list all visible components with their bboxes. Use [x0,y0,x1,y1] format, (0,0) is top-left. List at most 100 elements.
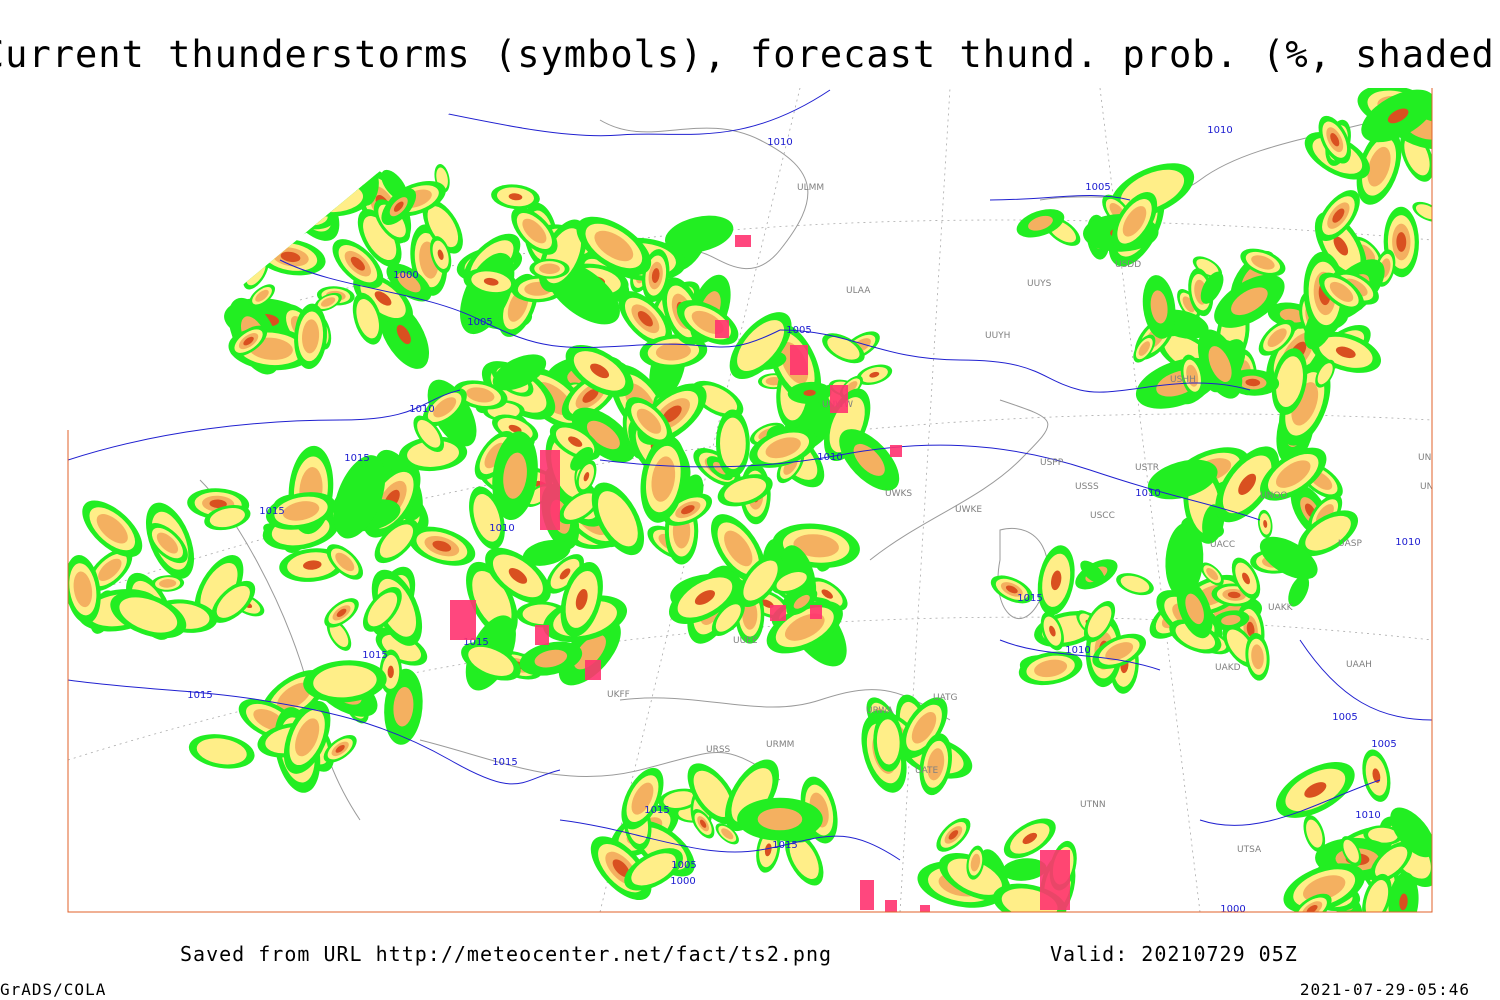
shade-blob [1288,575,1310,607]
shade-blob [1196,258,1219,276]
shade-blob [1251,255,1275,270]
shade-blob [1147,459,1218,500]
shade-blob [1263,519,1268,528]
shade-blob [1034,659,1068,678]
shade-blob [277,682,312,711]
shade-blob [1245,378,1261,387]
shade-blob [156,532,179,554]
isobar-label: 1005 [1371,739,1396,750]
shade-blob [243,336,254,346]
shade-blob [803,389,816,396]
shade-blob [417,419,441,448]
shade-blob [1304,782,1327,798]
shade-blob [573,634,606,670]
shade-blob [970,853,981,872]
shade-blob [427,206,459,248]
shade-blob [1165,522,1204,598]
shade-blob [1051,570,1062,591]
storm-symbol [920,905,930,912]
station-label: UTNN [1080,800,1106,810]
shade-blob [1185,593,1204,625]
shade-blob [631,853,676,886]
storm-symbol [540,450,560,530]
shade-blob [96,514,128,544]
storm-symbol [885,900,897,912]
station-label: URMM [766,740,794,750]
shade-blob [694,590,716,605]
shade-blob [713,461,727,475]
shade-blob [651,268,660,283]
storm-symbol [790,345,808,375]
isobar-label: 1010 [409,404,434,415]
shade-blob [255,289,269,302]
shade-blob [1221,615,1241,626]
shade-blob [356,299,379,339]
shade-blob [320,297,336,307]
isobar-label: 1015 [187,690,212,701]
isobar-label: 1005 [786,325,811,336]
shade-blob [612,859,630,878]
shade-blob [586,420,620,450]
shade-blob [869,371,880,378]
software: GrADS/COLA [0,980,106,999]
shade-blob [313,665,377,698]
shade-blob [303,560,322,570]
shade-blob [407,440,459,467]
shade-blob [466,387,495,403]
shade-blob [1305,515,1351,551]
shade-blob [295,718,320,757]
shade-blob [1343,839,1359,863]
shade-blob [590,363,610,379]
shade-blob [335,744,345,753]
shade-blob [764,843,772,857]
shade-blob [789,837,819,880]
isobar-label: 1000 [393,270,418,281]
shade-blob [1246,621,1255,637]
shade-blob [731,768,773,823]
shade-blob [1120,575,1150,593]
shade-blob [563,493,597,520]
shade-blob [1276,356,1303,408]
isobar-label: 1010 [1355,810,1380,821]
shade-blob [1303,875,1346,902]
station-label: USCC [1090,511,1115,521]
shade-blob [209,508,245,528]
shade-blob [1365,880,1389,912]
station-labels: ULMMULAAUUYHUUYSUSDDUSHHUUWWUWKSUWKEUSPP… [607,183,1444,855]
shade-blob [468,646,514,676]
title: Current thunderstorms (symbols), forecas… [0,33,1500,76]
station-label: UUYH [985,331,1010,341]
shade-blob [1275,460,1311,488]
shade-blob [594,230,634,262]
station-label: UKFF [607,690,630,700]
shade-blob [1387,108,1409,124]
shade-blob [568,436,583,447]
storm-symbol [735,235,751,247]
map-frame [67,88,1433,913]
isobar-label: 1010 [1135,488,1160,499]
shade-blob [1200,271,1224,304]
shade-blob [1227,591,1241,599]
shade-blob [379,524,414,558]
shade-blob [1138,341,1151,356]
shade-blob [662,405,682,423]
shade-blob [1182,296,1195,313]
shade-blob [1122,206,1147,237]
station-label: UAAH [1346,660,1372,670]
isobar-label: 1005 [467,317,492,328]
station-label: UNNT [1418,453,1444,463]
shade-blob [776,572,807,592]
shade-blob [336,608,347,617]
shade-blob [393,686,414,727]
station-label: UUEE [733,636,758,646]
thunderstorm-symbols [450,235,1070,912]
shade-blob [1332,208,1345,223]
isobar-label: 1015 [644,805,669,816]
shade-blob [721,828,734,840]
shade-blob [1206,568,1219,581]
shade-blob [1028,215,1053,231]
shade-blob [1367,146,1391,187]
shade-blob [200,563,238,614]
shade-blob [1150,290,1168,324]
shade-blob [492,354,547,391]
